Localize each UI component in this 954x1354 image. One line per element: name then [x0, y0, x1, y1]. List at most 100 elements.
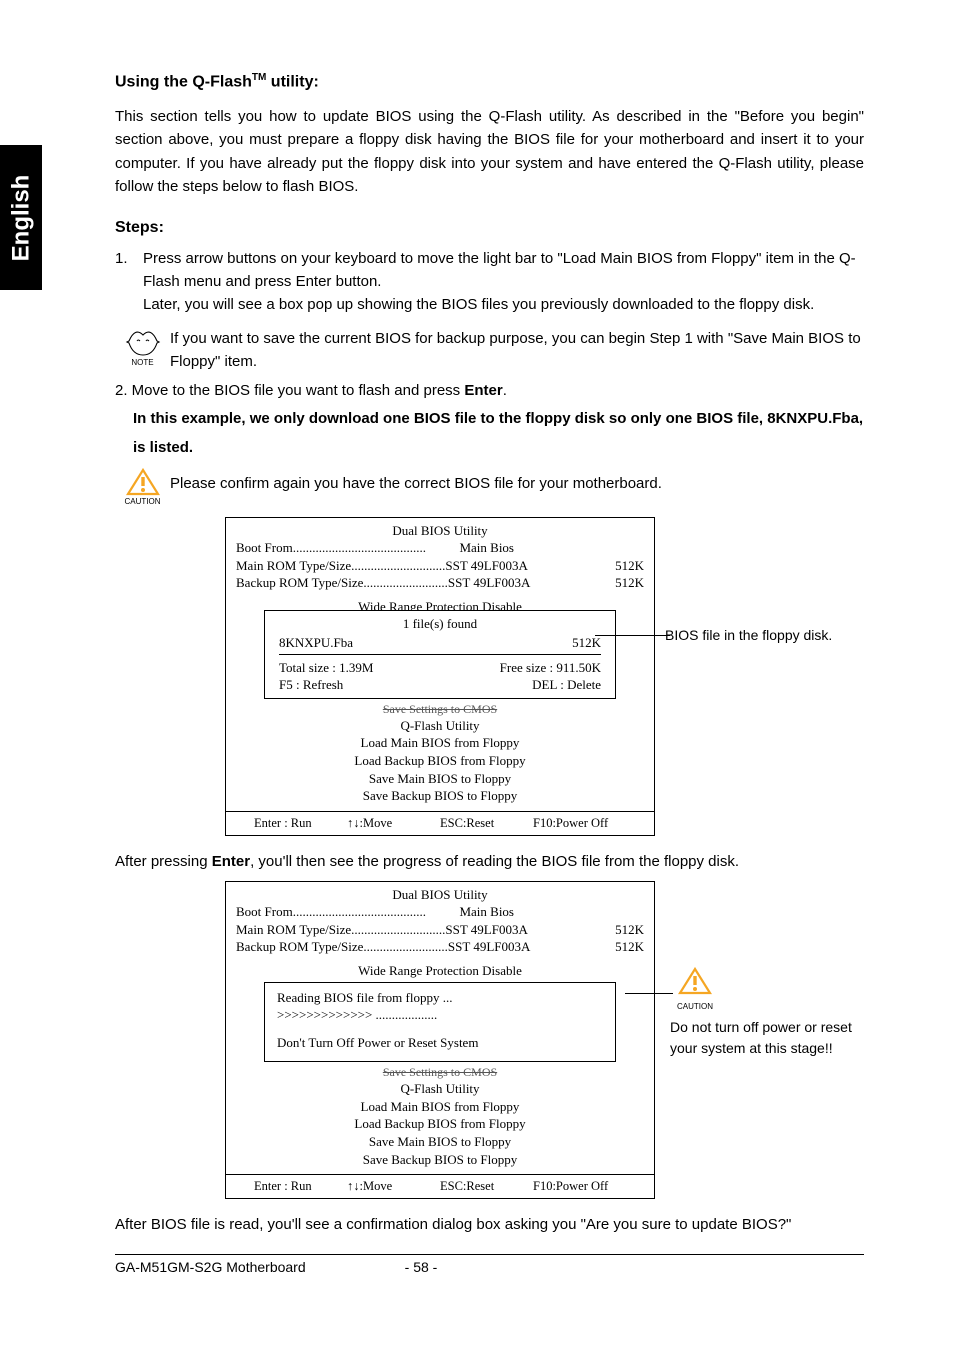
step-1-text-b: Later, you will see a box pop up showing… — [143, 293, 864, 316]
hint-move-2: ↑↓:Move — [347, 1178, 440, 1195]
menu-load-backup-2: Load Backup BIOS from Floppy — [236, 1115, 644, 1133]
main-rom-row-2: Main ROM Type/Size......................… — [236, 921, 644, 939]
backup-rom-row: Backup ROM Type/Size....................… — [236, 574, 644, 592]
qflash-menu-2: Load Main BIOS from Floppy Load Backup B… — [236, 1098, 644, 1168]
menu-save-main-2: Save Main BIOS to Floppy — [236, 1133, 644, 1151]
file-row: 8KNXPU.Fba 512K — [279, 634, 601, 655]
qflash-menu: Load Main BIOS from Floppy Load Backup B… — [236, 734, 644, 804]
file-popup-box: 1 file(s) found 8KNXPU.Fba 512K Total si… — [264, 610, 616, 699]
bios-panel-2-wrap: Dual BIOS Utility Boot From.............… — [225, 881, 864, 1199]
bios-bottom-bar: Enter : Run ↑↓:Move ESC:Reset F10:Power … — [226, 811, 654, 835]
callout-2-block: CAUTION Do not turn off power or reset y… — [670, 967, 880, 1059]
heading-text-post: utility: — [266, 73, 318, 90]
hint-move: ↑↓:Move — [347, 815, 440, 832]
bios-title-2: Dual BIOS Utility — [236, 886, 644, 904]
heading-text-pre: Using the Q-Flash — [115, 73, 252, 90]
bios-panel-2: Dual BIOS Utility Boot From.............… — [225, 881, 655, 1199]
boot-from-label: Boot From — [236, 540, 293, 555]
free-size: Free size : 911.50K — [500, 659, 601, 677]
bios-panel-1: Dual BIOS Utility Boot From.............… — [225, 517, 655, 836]
language-tab: English — [0, 145, 42, 290]
callout-2-line — [625, 993, 673, 994]
hint-enter: Enter : Run — [254, 815, 347, 832]
hint-enter-2: Enter : Run — [254, 1178, 347, 1195]
boot-from-row: Boot From...............................… — [236, 539, 644, 557]
callout-2-text: Do not turn off power or reset your syst… — [670, 1017, 880, 1059]
caution-block-1: CAUTION Please confirm again you have th… — [115, 468, 864, 508]
bios-bottom-bar-2: Enter : Run ↑↓:Move ESC:Reset F10:Power … — [226, 1174, 654, 1198]
menu-load-main: Load Main BIOS from Floppy — [236, 734, 644, 752]
step-1-text-a: Press arrow buttons on your keyboard to … — [143, 247, 864, 294]
boot-from-row-2: Boot From...............................… — [236, 903, 644, 921]
main-rom-value: SST 49LF003A — [445, 558, 527, 573]
menu-load-backup: Load Backup BIOS from Floppy — [236, 752, 644, 770]
note-block: NOTE If you want to save the current BIO… — [115, 327, 864, 374]
progress-box: Reading BIOS file from floppy ... >>>>>>… — [264, 982, 616, 1063]
main-rom-value-2: SST 49LF003A — [445, 922, 527, 937]
menu-save-main: Save Main BIOS to Floppy — [236, 770, 644, 788]
file-name: 8KNXPU.Fba — [279, 634, 353, 652]
boot-from-label-2: Boot From — [236, 904, 293, 919]
caution-icon-2: CAUTION — [670, 967, 720, 1013]
callout-1-line — [595, 635, 670, 636]
language-tab-label: English — [7, 174, 35, 261]
file-found-label: 1 file(s) found — [279, 615, 601, 633]
progress-bar: >>>>>>>>>>>>> ................... — [277, 1006, 603, 1024]
main-rom-label: Main ROM Type/Size — [236, 558, 351, 573]
backup-rom-row-2: Backup ROM Type/Size....................… — [236, 938, 644, 956]
step-2-post: . — [503, 382, 507, 399]
hint-f10: F10:Power Off — [533, 815, 626, 832]
hint-f10-2: F10:Power Off — [533, 1178, 626, 1195]
backup-rom-value-2: SST 49LF003A — [448, 939, 530, 954]
example-bold-line: In this example, we only download one BI… — [133, 405, 864, 462]
menu-load-main-2: Load Main BIOS from Floppy — [236, 1098, 644, 1116]
step-2-pre: 2. Move to the BIOS file you want to fla… — [115, 382, 464, 399]
f5-hint: F5 : Refresh — [279, 676, 343, 694]
boot-from-value-2: Main Bios — [453, 903, 584, 921]
caution-text: Please confirm again you have the correc… — [170, 468, 864, 495]
page-footer: GA-M51GM-S2G Motherboard - 58 - — [115, 1254, 864, 1275]
file-size: 512K — [572, 634, 601, 652]
caution-icon-label-2: CAUTION — [670, 1001, 720, 1013]
dont-turn-off-label: Don't Turn Off Power or Reset System — [277, 1034, 603, 1052]
main-rom-size: 512K — [584, 557, 644, 575]
caution-icon-label: CAUTION — [125, 496, 161, 508]
note-text: If you want to save the current BIOS for… — [170, 327, 864, 374]
main-rom-size-2: 512K — [584, 921, 644, 939]
crossed-text-2: Save Settings to CMOS — [236, 1064, 644, 1080]
note-icon: NOTE — [115, 327, 170, 369]
bios-title: Dual BIOS Utility — [236, 522, 644, 540]
after-enter-text: After pressing Enter, you'll then see th… — [115, 850, 864, 873]
step-2-bold: Enter — [464, 382, 502, 399]
wide-range-row-2: Wide Range Protection Disable — [236, 962, 644, 980]
backup-rom-value: SST 49LF003A — [448, 575, 530, 590]
backup-rom-dots-2: .......................... — [363, 939, 448, 954]
footer-center: - 58 - — [345, 1259, 635, 1275]
caution-icon: CAUTION — [115, 468, 170, 508]
total-size: Total size : 1.39M — [279, 659, 373, 677]
boot-from-dots: ........................................… — [293, 540, 426, 555]
main-rom-dots-2: ............................. — [351, 922, 445, 937]
after-enter-post: , you'll then see the progress of readin… — [250, 853, 739, 870]
menu-save-backup-2: Save Backup BIOS to Floppy — [236, 1151, 644, 1169]
note-icon-label: NOTE — [131, 357, 153, 369]
after-enter-pre: After pressing — [115, 853, 212, 870]
backup-rom-label-2: Backup ROM Type/Size — [236, 939, 363, 954]
main-rom-row: Main ROM Type/Size......................… — [236, 557, 644, 575]
page-content: Using the Q-FlashTM utility: This sectio… — [115, 70, 864, 1236]
main-rom-label-2: Main ROM Type/Size — [236, 922, 351, 937]
backup-rom-label: Backup ROM Type/Size — [236, 575, 363, 590]
after-read-text: After BIOS file is read, you'll see a co… — [115, 1213, 864, 1236]
boot-from-dots-2: ........................................… — [293, 904, 426, 919]
qflash-title-2: Q-Flash Utility — [236, 1080, 644, 1098]
menu-save-backup: Save Backup BIOS to Floppy — [236, 787, 644, 805]
boot-from-value: Main Bios — [453, 539, 584, 557]
intro-paragraph: This section tells you how to update BIO… — [115, 105, 864, 198]
hint-esc-2: ESC:Reset — [440, 1178, 533, 1195]
backup-rom-dots: .......................... — [363, 575, 448, 590]
callout-1: BIOS file in the floppy disk. — [665, 625, 865, 647]
backup-rom-size: 512K — [584, 574, 644, 592]
reading-label: Reading BIOS file from floppy ... — [277, 989, 603, 1007]
section-heading: Using the Q-FlashTM utility: — [115, 70, 864, 95]
step-1: 1. Press arrow buttons on your keyboard … — [115, 247, 864, 317]
